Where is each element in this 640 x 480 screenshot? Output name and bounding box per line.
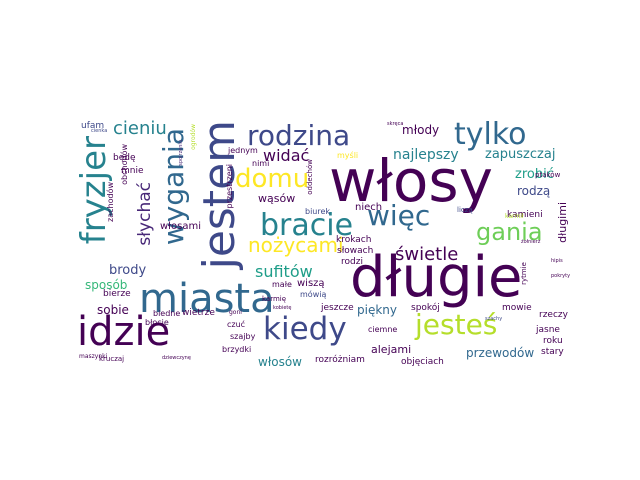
word-slychac: słychać — [135, 182, 155, 246]
word-zrobic: zrobić — [515, 167, 554, 182]
word-pokryty: pokryty — [551, 273, 571, 279]
word-roku: roku — [543, 336, 563, 346]
word-karmie: karmię — [262, 295, 287, 303]
word-rzeczy: rzeczy — [539, 310, 568, 320]
word-wlosami: włosami — [160, 221, 201, 232]
word-rozrozniam: rozróżniam — [315, 355, 365, 365]
word-cienka: cienka — [91, 128, 108, 134]
word-cieniu: cieniu — [113, 118, 167, 139]
word-bracie: bracie — [260, 208, 354, 243]
word-rodzi: rodzi — [341, 257, 363, 267]
word-miasta: miasta — [139, 276, 275, 322]
word-ogrodow: ogrodów — [190, 124, 197, 150]
word-mowie: mowie — [502, 303, 532, 313]
word-zolnierz: żołnierz — [521, 239, 541, 245]
word-bede: będę — [113, 153, 136, 163]
word-wisza: wiszą — [297, 278, 325, 289]
word-ufam: ufam — [81, 121, 105, 131]
word-sposob: sposób — [85, 278, 128, 292]
word-biedne: biedne — [153, 309, 181, 318]
word-mnie: mnie — [121, 166, 144, 176]
word-alejami: alejami — [371, 343, 412, 356]
word-przestrzeni: przestrzeni — [225, 164, 234, 209]
word-dziewczyne: dziewczynę — [162, 355, 191, 361]
word-blocie: błocie — [145, 318, 169, 327]
word-niech: niech — [355, 202, 383, 213]
word-goni: goni — [229, 309, 242, 316]
word-mysli: myśli — [337, 151, 359, 160]
word-jasne: jasne — [536, 325, 560, 335]
word-gania: gania — [476, 218, 543, 246]
word-rodzina: rodzina — [247, 119, 351, 152]
word-ciemne: ciemne — [368, 325, 398, 334]
word-piekny: piękny — [357, 303, 397, 317]
word-dlugie: długie — [350, 245, 523, 310]
word-brzydki: brzydki — [222, 345, 252, 354]
word-skreca: skręca — [387, 121, 404, 127]
word-kiedy: kiedy — [263, 311, 347, 347]
word-licza: liczą — [457, 206, 473, 214]
word-jednym: jednym — [228, 146, 258, 155]
word-brody: brody — [109, 263, 147, 278]
word-obchodow: obchodów — [120, 144, 129, 185]
word-jeszcze: jeszcze — [321, 303, 354, 313]
word-male: małe — [272, 280, 292, 289]
word-spokoj: spokój — [411, 303, 440, 313]
word-najlepszy: najlepszy — [393, 147, 459, 163]
word-mlody: młody — [402, 123, 440, 137]
word-wlosow: włosów — [258, 355, 302, 366]
word-biurek: biurek — [305, 207, 331, 216]
word-krokach: krokach — [336, 235, 372, 245]
word-wietrze: wietrze — [182, 308, 215, 318]
word-kamieni: kamieni — [507, 210, 543, 220]
word-dlugimi: długimi — [556, 202, 569, 243]
word-przewodow: przewodów — [466, 346, 535, 360]
word-ptakow: ptaków — [535, 171, 561, 179]
word-nimi: nimi — [252, 159, 270, 168]
word-spojrzeniu: spojrzeniu — [178, 140, 184, 166]
word-czuc: czuć — [227, 320, 246, 329]
word-kruczaj: kruczaj — [99, 355, 125, 363]
word-szachy: szachy — [485, 316, 503, 322]
word-tylko: tylko — [454, 117, 527, 152]
word-widac: widać — [263, 146, 310, 165]
word-objeciach: objęciach — [401, 357, 444, 367]
word-rodza: rodzą — [517, 184, 551, 198]
word-karmil: karmił — [505, 213, 524, 220]
word-wlosy: włosy — [329, 147, 493, 215]
word-stary: stary — [541, 347, 564, 357]
word-bierze: bierze — [103, 289, 131, 299]
word-idzie: idzie — [77, 309, 171, 355]
word-domu: domu — [235, 164, 310, 194]
word-rytmie: rytmie — [520, 262, 528, 285]
word-zapuszczaj: zapuszczaj — [485, 147, 556, 162]
word-cloud: włosy długie jestem miasta idzie rodzina… — [75, 114, 580, 366]
word-mowia: mówią — [300, 290, 327, 299]
word-oddechow: oddechów — [306, 159, 314, 195]
word-zachodow: zachodów — [106, 182, 115, 222]
word-wasow: wąsów — [258, 192, 296, 205]
word-szajby: szajby — [230, 332, 256, 341]
word-maszynki: maszynki — [79, 353, 108, 360]
word-kobiete: kobietę — [273, 305, 292, 311]
word-wiec: więc — [367, 199, 431, 232]
word-hipis: hipis — [551, 258, 563, 264]
word-jestes: jesteś — [415, 308, 498, 341]
word-sobie: sobie — [97, 303, 129, 317]
word-slowach: słowach — [337, 246, 374, 256]
word-nozycami: nożycami — [248, 233, 344, 257]
word-swietle: świetle — [395, 244, 459, 265]
word-sufitow: sufitów — [255, 262, 313, 281]
word-jestem: jestem — [194, 120, 245, 270]
